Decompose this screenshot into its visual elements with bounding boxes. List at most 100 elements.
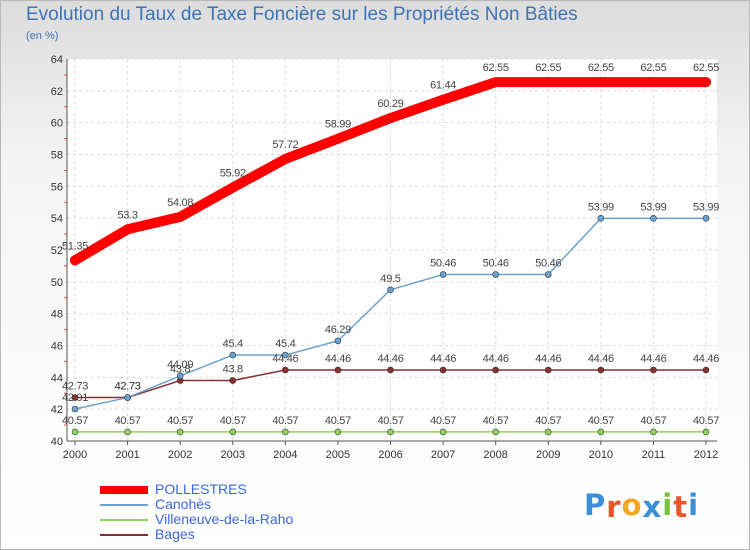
data-labels: 51.35 53.3 54.08 55.92 57.72 58.99 60.29 61.44 6… bbox=[62, 62, 720, 427]
x-tick-label: 2008 bbox=[483, 449, 507, 461]
data-label: 54.08 bbox=[167, 197, 193, 209]
y-tick-label: 56 bbox=[51, 181, 63, 193]
data-point bbox=[176, 428, 184, 436]
chart-title: Evolution du Taux de Taxe Foncière sur l… bbox=[26, 4, 578, 25]
logo-letter: i bbox=[662, 488, 674, 522]
legend-item: Canohès bbox=[100, 496, 340, 512]
data-point bbox=[492, 271, 499, 278]
data-point bbox=[124, 394, 131, 401]
legend-swatch bbox=[100, 486, 148, 494]
data-label: 53.99 bbox=[640, 201, 666, 213]
data-label: 57.72 bbox=[272, 139, 298, 151]
data-label: 42.73 bbox=[62, 381, 88, 393]
data-label: 62.55 bbox=[588, 62, 614, 74]
x-tick-label: 2003 bbox=[221, 449, 245, 461]
data-label: 40.57 bbox=[62, 415, 88, 427]
x-tick-label: 2010 bbox=[589, 449, 613, 461]
data-label: 44.46 bbox=[272, 353, 298, 365]
legend-swatch bbox=[100, 504, 148, 506]
y-tick-label: 52 bbox=[51, 245, 63, 257]
data-point bbox=[334, 366, 342, 374]
data-point bbox=[334, 428, 342, 436]
data-label: 53.3 bbox=[117, 209, 137, 221]
data-label: 53.99 bbox=[588, 201, 614, 213]
data-point bbox=[387, 366, 394, 374]
data-label: 40.57 bbox=[115, 415, 141, 427]
data-point bbox=[70, 255, 80, 266]
data-label: 55.92 bbox=[220, 168, 246, 180]
data-label: 43.8 bbox=[170, 364, 190, 376]
data-point bbox=[227, 182, 238, 193]
data-label: 42.01 bbox=[62, 392, 88, 404]
data-point bbox=[124, 428, 131, 436]
axes: 40 42 44 46 48 50 52 54 56 58 60 62 64 2000 2001 2002 20… bbox=[51, 54, 718, 461]
y-tick-label: 48 bbox=[51, 309, 63, 321]
data-point bbox=[543, 77, 554, 88]
data-point bbox=[387, 428, 394, 436]
data-point bbox=[702, 366, 710, 374]
data-label: 40.57 bbox=[693, 415, 719, 427]
y-tick-label: 64 bbox=[51, 54, 63, 66]
data-point bbox=[175, 211, 186, 222]
data-point bbox=[282, 351, 289, 359]
x-tick-label: 2009 bbox=[536, 449, 560, 461]
data-point bbox=[229, 428, 237, 436]
data-label: 40.57 bbox=[377, 415, 403, 427]
data-label: 45.4 bbox=[223, 338, 243, 350]
data-label: 40.57 bbox=[220, 415, 246, 427]
data-point bbox=[544, 271, 552, 278]
proxiti-logo: Proxiti bbox=[584, 488, 700, 524]
y-tick-label: 50 bbox=[51, 277, 63, 289]
data-label: 40.57 bbox=[535, 415, 561, 427]
data-label: 45.4 bbox=[275, 338, 295, 350]
data-point bbox=[122, 224, 133, 235]
data-point bbox=[597, 366, 605, 374]
data-label: 62.55 bbox=[640, 62, 666, 74]
legend-swatch bbox=[100, 519, 148, 521]
legend-item: POLLESTRES bbox=[100, 481, 340, 497]
y-tick-label: 60 bbox=[51, 118, 63, 130]
data-point bbox=[280, 153, 291, 164]
data-label: 44.46 bbox=[483, 353, 509, 365]
data-point bbox=[597, 428, 605, 436]
x-tick-label: 2001 bbox=[115, 449, 139, 461]
data-label: 40.57 bbox=[430, 415, 456, 427]
data-label: 53.99 bbox=[693, 201, 719, 213]
data-label: 44.46 bbox=[535, 353, 561, 365]
logo-letter: r bbox=[606, 490, 622, 524]
data-point bbox=[387, 286, 394, 294]
data-point bbox=[595, 77, 606, 88]
logo-letter: i bbox=[688, 488, 700, 522]
data-label: 40.57 bbox=[483, 415, 509, 427]
chart-subtitle: (en %) bbox=[26, 30, 59, 42]
data-point bbox=[385, 113, 396, 124]
x-tick-label: 2012 bbox=[694, 449, 718, 461]
y-tick-label: 42 bbox=[51, 404, 63, 416]
data-label: 50.46 bbox=[483, 258, 509, 270]
data-point bbox=[439, 428, 447, 436]
legend-label: Bages bbox=[155, 526, 195, 542]
data-point bbox=[544, 428, 552, 436]
y-tick-label: 58 bbox=[51, 150, 63, 162]
data-point bbox=[648, 77, 659, 88]
series bbox=[70, 77, 711, 436]
data-point bbox=[229, 377, 237, 384]
data-point bbox=[71, 428, 79, 436]
data-point bbox=[282, 366, 289, 374]
y-tick-label: 54 bbox=[51, 213, 63, 225]
data-label: 51.35 bbox=[62, 240, 88, 252]
y-tick-label: 62 bbox=[51, 86, 63, 98]
data-label: 62.55 bbox=[535, 62, 561, 74]
data-label: 46.29 bbox=[325, 324, 351, 336]
data-point bbox=[544, 366, 552, 374]
data-point bbox=[492, 366, 499, 374]
data-point bbox=[332, 133, 343, 144]
logo-letter: t bbox=[673, 490, 689, 524]
data-label: 44.46 bbox=[693, 353, 719, 365]
data-label: 44.46 bbox=[640, 353, 666, 365]
logo-letter: x bbox=[642, 490, 663, 524]
data-label: 44.46 bbox=[588, 353, 614, 365]
legend-label: POLLESTRES bbox=[155, 481, 247, 497]
y-tick-label: 40 bbox=[51, 436, 63, 448]
